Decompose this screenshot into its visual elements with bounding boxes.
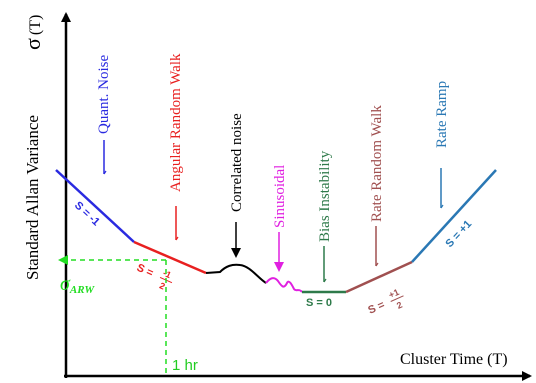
angular-random-walk-title: Angular Random Walk xyxy=(168,53,184,192)
one-hour-label: 1 hr xyxy=(172,357,198,374)
svg-text:S =: S = xyxy=(366,299,386,317)
quant-noise-title: Quant. Noise xyxy=(96,55,112,134)
bias-instability-slope-label: S = 0 xyxy=(306,297,332,309)
sinusoidal-segment xyxy=(265,277,303,293)
angular-random-walk-slope-label: S = -1 2 xyxy=(135,262,173,292)
y-axis-label: Standard Allan Variance xyxy=(23,115,42,280)
svg-text:-1: -1 xyxy=(161,268,172,280)
svg-text:+1: +1 xyxy=(387,287,400,300)
svg-text:S =: S = xyxy=(135,262,155,280)
quant-noise-segment xyxy=(55,169,135,243)
arw-sigma-label: σARW xyxy=(60,273,95,296)
rate-random-walk-segment xyxy=(345,260,413,294)
svg-text:2: 2 xyxy=(395,300,404,311)
svg-text:2: 2 xyxy=(158,280,167,291)
correlated-noise-title: Correlated noise xyxy=(229,113,245,212)
rate-ramp-title: Rate Ramp xyxy=(434,81,450,148)
rate-random-walk-slope-label: S = +1 2 xyxy=(366,287,404,317)
y-axis-symbol: σ(T) xyxy=(20,15,45,50)
sinusoidal-title: Sinusoidal xyxy=(272,165,288,228)
angular-random-walk-segment xyxy=(133,240,207,275)
quant-noise-slope-label: S = -1 xyxy=(72,199,102,228)
rate-random-walk-title: Rate Random Walk xyxy=(369,105,385,222)
correlated-noise-segment xyxy=(205,263,267,284)
rate-ramp-segment xyxy=(411,169,497,263)
bias-instability-title: Bias Instability xyxy=(317,150,333,242)
x-axis-label: Cluster Time (T) xyxy=(400,351,508,368)
